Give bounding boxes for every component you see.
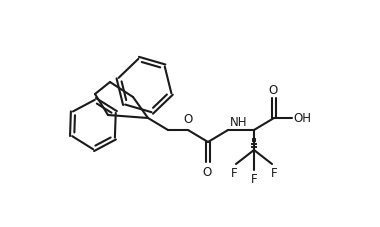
Text: O: O	[203, 165, 212, 178]
Text: F: F	[231, 166, 238, 179]
Text: OH: OH	[293, 111, 311, 124]
Text: O: O	[184, 113, 193, 126]
Text: F: F	[271, 166, 277, 179]
Text: O: O	[268, 84, 278, 96]
Text: F: F	[251, 172, 257, 185]
Text: NH: NH	[230, 116, 247, 128]
